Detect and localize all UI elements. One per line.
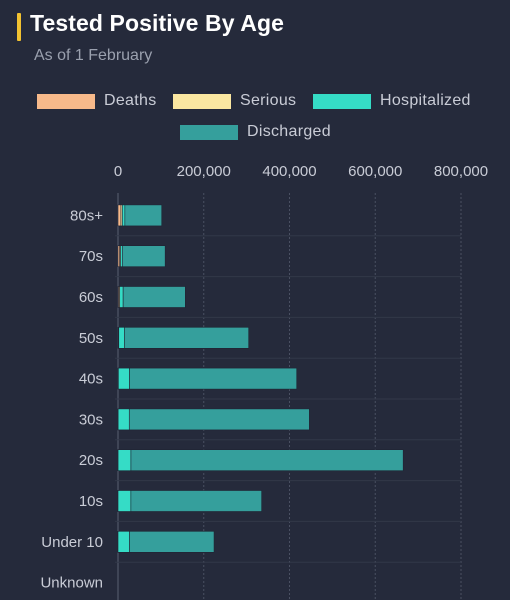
bar-segment-discharged <box>124 326 249 349</box>
legend-label-deaths: Deaths <box>104 92 157 109</box>
legend-label-serious: Serious <box>240 92 297 109</box>
chart-title: Tested Positive By Age <box>30 10 284 36</box>
legend-swatch-hospitalized <box>313 93 371 109</box>
bar-segment-hospitalized <box>121 204 126 227</box>
bar-segment-discharged <box>124 204 163 227</box>
y-tick-label: Under 10 <box>41 534 103 551</box>
y-tick-label: 10s <box>79 493 103 510</box>
bar-segment-hospitalized <box>118 367 130 390</box>
legend-item-hospitalized[interactable]: Hospitalized <box>313 92 471 110</box>
y-tick-label: 50s <box>79 330 103 347</box>
legend-item-discharged[interactable]: Discharged <box>180 123 331 141</box>
bar-segment-hospitalized <box>117 530 130 553</box>
legend-item-serious[interactable]: Serious <box>173 92 296 110</box>
bar-segment-discharged <box>121 245 166 267</box>
title-accent-bar <box>17 13 21 41</box>
legend-label-hospitalized: Hospitalized <box>380 92 471 109</box>
legend-swatch-deaths <box>37 93 95 109</box>
legend-swatch-discharged <box>180 124 238 140</box>
y-tick-label: 70s <box>79 248 103 265</box>
y-tick-label: Unknown <box>40 575 103 592</box>
bar-segment-hospitalized <box>117 408 130 431</box>
y-tick-label: 80s+ <box>70 207 103 224</box>
y-tick-label: 20s <box>79 452 103 469</box>
bar-segment-hospitalized <box>117 490 132 512</box>
legend-item-deaths[interactable]: Deaths <box>37 92 157 110</box>
x-tick-label: 400,000 <box>262 163 316 180</box>
bar-segment-discharged <box>130 449 404 472</box>
x-tick-label: 800,000 <box>434 163 488 180</box>
chart-subtitle: As of 1 February <box>34 47 153 64</box>
y-tick-label: 60s <box>79 289 103 306</box>
bar-segment-hospitalized <box>118 326 125 349</box>
bar-segment-discharged <box>129 530 215 553</box>
bar-segment-discharged <box>130 490 262 512</box>
y-tick-label: 40s <box>79 371 103 388</box>
bar-segment-deaths <box>117 204 122 227</box>
x-tick-label: 0 <box>114 163 122 180</box>
bar-segment-hospitalized <box>117 449 132 472</box>
bar-segment-discharged <box>128 408 310 431</box>
bar-segment-discharged <box>122 286 186 308</box>
x-tick-label: 600,000 <box>348 163 402 180</box>
legend-swatch-serious <box>173 93 231 109</box>
legend-label-discharged: Discharged <box>247 123 331 140</box>
x-tick-label: 200,000 <box>177 163 231 180</box>
bar-segment-hospitalized <box>119 286 124 308</box>
bar-segment-discharged <box>129 367 298 390</box>
y-tick-label: 30s <box>79 411 103 428</box>
